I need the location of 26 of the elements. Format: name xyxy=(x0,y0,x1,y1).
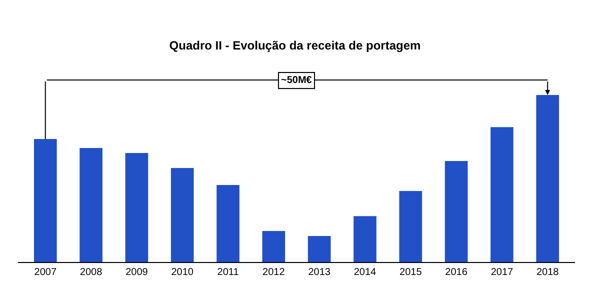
bar xyxy=(308,236,331,262)
x-tick-label: 2009 xyxy=(126,267,148,278)
bar xyxy=(399,191,422,262)
bar xyxy=(125,152,148,262)
bar xyxy=(216,185,240,262)
bar xyxy=(80,148,102,262)
x-tick-label: 2010 xyxy=(171,267,194,278)
x-tick-label: 2012 xyxy=(262,267,286,278)
x-tick-label: 2018 xyxy=(536,267,560,278)
x-tick-label: 2017 xyxy=(490,267,514,278)
bar xyxy=(262,230,286,262)
chart-title: Quadro II - Evolução da receita de portagem xyxy=(169,38,421,53)
bar xyxy=(490,127,514,262)
x-tick-label: 2011 xyxy=(217,267,240,278)
bar xyxy=(536,95,560,262)
bar xyxy=(444,160,468,262)
bar xyxy=(170,168,194,262)
bar xyxy=(34,138,57,262)
x-tick-label: 2016 xyxy=(445,267,468,278)
x-tick-label: 2013 xyxy=(308,267,331,278)
x-tick-label: 2015 xyxy=(400,267,422,278)
text: ~50M€ xyxy=(281,75,312,86)
bar xyxy=(354,216,376,262)
x-tick-label: 2007 xyxy=(34,267,57,278)
x-tick-label: 2008 xyxy=(80,267,103,278)
x-tick-label: 2014 xyxy=(354,267,377,278)
